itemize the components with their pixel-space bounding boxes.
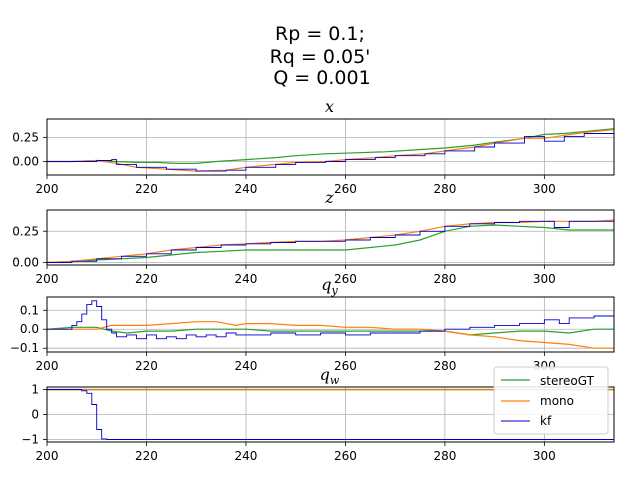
legend: stereoGT mono kf <box>493 366 609 435</box>
y-tick-label: 0.25 <box>12 130 39 144</box>
y-tick-label: 0.00 <box>12 154 39 168</box>
figure-title-line-1: Rp = 0.1; <box>275 23 365 45</box>
legend-label-kf: kf <box>540 414 552 428</box>
series-line-kf <box>47 220 614 263</box>
axes-frame <box>46 209 615 266</box>
y-tick-label: 0.1 <box>20 303 39 317</box>
x-tick-label: 200 <box>36 359 59 373</box>
x-tick-label: 260 <box>334 272 357 286</box>
axes-frame <box>46 118 615 176</box>
x-tick-label: 280 <box>433 359 456 373</box>
legend-label-stereoGT: stereoGT <box>540 374 595 388</box>
figure-title: Rp = 0.1; Rq = 0.05' Q = 0.001 <box>270 23 371 89</box>
y-tick-label: 1 <box>31 383 39 397</box>
series-line-kf <box>47 128 614 172</box>
series-line-kf <box>47 389 614 440</box>
x-tick-label: 220 <box>135 359 158 373</box>
subplot-3: 200 220 240 260 280 300 −0.1 0.0 0.1 qy <box>10 275 615 373</box>
figure-title-line-3: Q = 0.001 <box>273 67 370 89</box>
x-tick-label: 220 <box>135 272 158 286</box>
subplot-2: 200 220 240 260 280 300 0.00 0.25 z <box>12 188 615 286</box>
x-tick-label: 240 <box>234 272 257 286</box>
y-tick-label: −1 <box>21 433 39 447</box>
y-tick-label: 0 <box>31 408 39 422</box>
subplot-title: qw <box>320 365 340 387</box>
subplot-title: qy <box>321 275 338 297</box>
axes-frame <box>46 296 615 353</box>
series-line-stereoGT <box>47 128 614 164</box>
series-line-mono <box>47 219 614 264</box>
x-tick-label: 260 <box>334 359 357 373</box>
x-tick-label: 280 <box>433 272 456 286</box>
legend-box <box>493 366 609 435</box>
x-tick-label: 220 <box>135 182 158 196</box>
series-line-mono <box>47 321 614 349</box>
x-tick-label: 220 <box>135 449 158 463</box>
x-tick-label: 300 <box>533 182 556 196</box>
x-tick-label: 280 <box>433 182 456 196</box>
y-tick-label: 0.0 <box>20 322 39 336</box>
series-line-kf <box>47 300 614 340</box>
subplot-title: x <box>325 97 334 116</box>
y-tick-label: 0.00 <box>12 256 39 270</box>
subplot-title: z <box>324 188 334 207</box>
x-tick-label: 200 <box>36 449 59 463</box>
figure-title-line-2: Rq = 0.05' <box>270 46 371 68</box>
x-tick-label: 260 <box>334 182 357 196</box>
x-tick-label: 240 <box>234 449 257 463</box>
series-line-stereoGT <box>47 224 614 264</box>
x-tick-label: 200 <box>36 272 59 286</box>
y-tick-label: −0.1 <box>10 341 39 355</box>
x-tick-label: 200 <box>36 182 59 196</box>
subplot-4: 200 220 240 260 280 300 −1 0 1 qw <box>21 365 615 463</box>
x-tick-label: 300 <box>533 272 556 286</box>
series-line-stereoGT <box>47 326 614 336</box>
x-tick-label: 240 <box>234 359 257 373</box>
y-tick-label: 0.25 <box>12 224 39 238</box>
x-tick-label: 260 <box>334 449 357 463</box>
legend-label-mono: mono <box>540 394 574 408</box>
x-tick-label: 300 <box>533 449 556 463</box>
x-tick-label: 240 <box>234 182 257 196</box>
x-tick-label: 280 <box>433 449 456 463</box>
series-line-mono <box>47 129 614 172</box>
subplot-1: 200 220 240 260 280 300 0.00 0.25 x <box>12 97 615 196</box>
